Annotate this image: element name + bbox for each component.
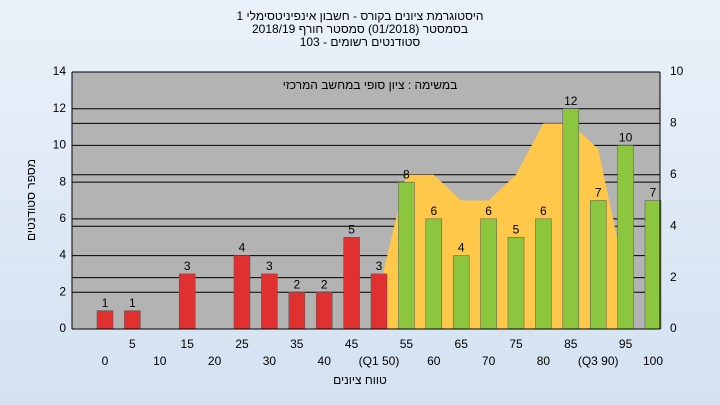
y-axis-label: מספר סטודנטים: [24, 159, 38, 241]
y-tick-label: 2: [59, 284, 66, 298]
data-label: 12: [564, 94, 578, 108]
x-tick-label: 40: [318, 354, 332, 368]
x-tick-label: 60: [427, 354, 441, 368]
bar: [288, 292, 306, 330]
x-axis-label: טווח ציונים: [333, 373, 387, 387]
data-label: 1: [129, 296, 136, 310]
y-tick-label: 10: [53, 138, 67, 152]
bar: [124, 310, 141, 330]
y-tick-label: 6: [59, 211, 66, 225]
x-tick-label: 70: [482, 354, 496, 368]
data-label: 6: [485, 204, 492, 218]
x-tick-label: 75: [509, 337, 523, 351]
bar: [535, 218, 552, 330]
bar: [617, 145, 634, 330]
chart-title: היסטוגרמת ציונים בקורס - חשבון אינפיניטס…: [237, 9, 484, 23]
x-tick-label: 65: [455, 337, 469, 351]
x-tick-label: 20: [208, 354, 222, 368]
x-tick-label: (Q1 50): [359, 354, 400, 368]
bar: [261, 273, 278, 330]
bar: [233, 255, 251, 330]
x-tick-label: 5: [129, 337, 136, 351]
x-tick-label: 45: [345, 337, 359, 351]
data-label: 7: [650, 186, 657, 200]
bar: [562, 108, 580, 330]
x-tick-label: 100: [643, 354, 663, 368]
bar: [178, 273, 196, 330]
data-label: 3: [266, 259, 273, 273]
data-label: 2: [321, 277, 328, 291]
x-tick-label: 0: [102, 354, 109, 368]
data-label: 6: [540, 204, 547, 218]
bar: [480, 218, 497, 330]
bar: [96, 310, 114, 330]
y2-tick-label: 2: [670, 270, 677, 284]
y2-tick-label: 8: [670, 116, 677, 130]
bar: [315, 292, 333, 330]
y2-tick-label: 10: [670, 64, 684, 78]
x-tick-label: 80: [537, 354, 551, 368]
x-tick-label: (Q3 90): [578, 354, 619, 368]
data-label: 5: [513, 222, 520, 236]
x-tick-label: 25: [235, 337, 249, 351]
data-label: 6: [430, 204, 437, 218]
data-label: 1: [102, 296, 109, 310]
x-tick-label: 95: [619, 337, 633, 351]
bar: [644, 200, 662, 330]
y-tick-label: 4: [59, 248, 66, 262]
y2-tick-label: 6: [670, 167, 677, 181]
chart-subtitle: בסמסטר (01/2018) סמסטר חורף 2018/19: [252, 22, 468, 36]
y2-tick-label: 0: [670, 321, 677, 335]
data-label: 3: [376, 259, 383, 273]
x-tick-label: 85: [564, 337, 578, 351]
bar: [452, 255, 470, 330]
y-tick-label: 14: [53, 64, 67, 78]
annotation: במשימה : ציון סופי במחשב המרכזי: [283, 78, 458, 92]
bar: [343, 236, 360, 330]
data-label: 5: [348, 222, 355, 236]
bar: [425, 218, 443, 330]
bar: [507, 236, 525, 330]
chart-subtitle: סטודנטים רשומים - 103: [300, 35, 421, 49]
y-tick-label: 8: [59, 174, 66, 188]
x-tick-label: 55: [400, 337, 414, 351]
data-label: 2: [293, 277, 300, 291]
y-tick-label: 0: [59, 321, 66, 335]
x-tick-label: 30: [263, 354, 277, 368]
bar: [589, 200, 607, 330]
data-label: 4: [458, 241, 465, 255]
data-label: 10: [619, 131, 633, 145]
y2-tick-label: 4: [670, 218, 677, 232]
data-label: 3: [184, 259, 191, 273]
data-label: 7: [595, 186, 602, 200]
x-tick-label: 35: [290, 337, 304, 351]
data-label: 8: [403, 167, 410, 181]
y-tick-label: 12: [53, 101, 67, 115]
x-tick-label: 10: [153, 354, 167, 368]
bar: [398, 181, 415, 330]
data-label: 4: [239, 241, 246, 255]
bar: [370, 273, 388, 330]
x-tick-label: 15: [181, 337, 195, 351]
